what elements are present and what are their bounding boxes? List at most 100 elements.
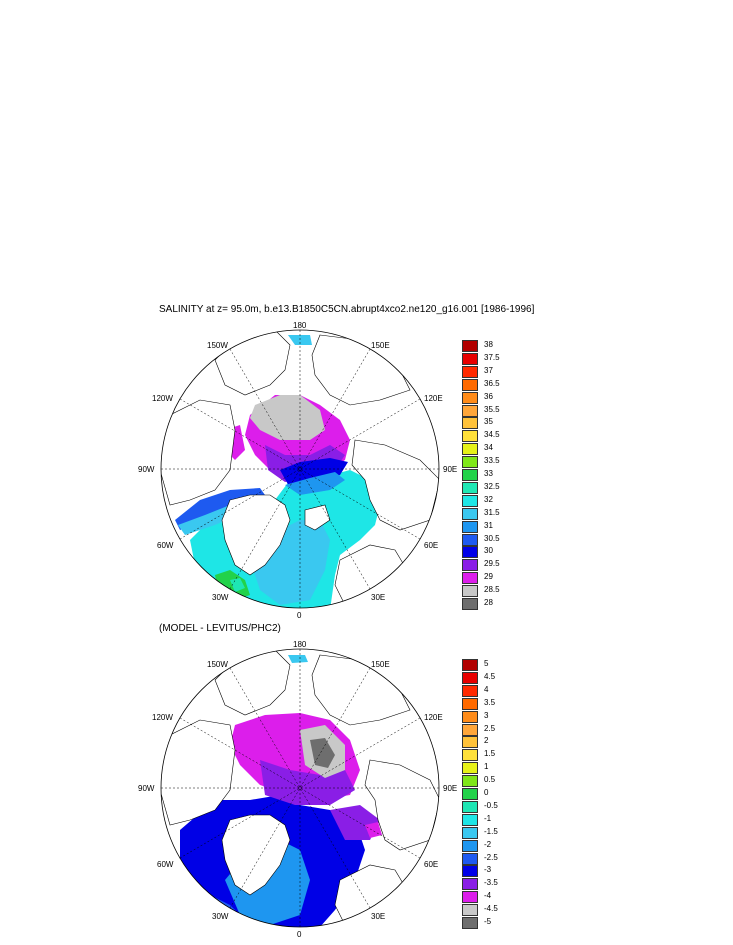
graticule-1 [161,330,439,608]
colorbar-label: 34.5 [484,430,500,440]
colorbar-label: 1 [484,762,489,772]
lon-label-30w: 30W [212,593,229,602]
lon-label-150e: 150E [371,341,390,350]
colorbar-swatch [462,839,478,852]
colorbar-swatch [462,749,478,762]
lon-label-90e: 90E [443,465,458,474]
colorbar-swatch [462,404,478,417]
colorbar-label: -5 [484,917,492,926]
colorbar-label: 36 [484,391,493,401]
colorbar-swatch [462,340,478,352]
lon-label-30w: 30W [212,912,229,921]
lon-label-90e: 90E [443,784,458,793]
colorbar-label: -2 [484,839,492,849]
colorbar-swatch [462,456,478,469]
lon-label-120e: 120E [424,713,443,722]
map-boundary-2 [160,648,440,928]
colorbar-label: 30 [484,546,493,556]
colorbar-label: 35.5 [484,404,500,414]
colorbar-swatch [462,865,478,878]
colorbar-label: -4.5 [484,904,498,914]
colorbar-swatch [462,365,478,378]
colorbar-label: 5 [484,659,489,668]
panel2-title: (MODEL - LEVITUS/PHC2) [159,623,281,634]
colorbar-swatch [462,598,478,610]
colorbar-swatch [462,494,478,507]
colorbar-label: 37 [484,365,493,375]
colorbar-label: 28.5 [484,585,500,595]
colorbar-label: 0.5 [484,775,496,785]
colorbar-swatch [462,671,478,684]
colorbar-swatch [462,697,478,710]
colorbar-swatch [462,904,478,917]
lon-label-0: 0 [297,611,302,620]
colorbar-label: 28 [484,598,493,607]
colorbar-swatch [462,507,478,520]
colorbar-swatch [462,352,478,365]
colorbar-label: 29 [484,572,493,582]
panel1-title: SALINITY at z= 95.0m, b.e13.B1850C5CN.ab… [159,304,535,315]
colorbar-label: 0 [484,788,489,797]
colorbar-label: -1.5 [484,826,498,836]
colorbar-label: 3 [484,710,489,720]
colorbar-swatch [462,826,478,839]
graticule-2 [161,649,439,927]
colorbar-label: 31 [484,520,493,530]
colorbar-swatch [462,878,478,891]
colorbar-swatch [462,430,478,443]
colorbar-swatch [462,762,478,775]
colorbar-label: 32 [484,494,493,504]
colorbar-swatch [462,378,478,391]
colorbar-swatch [462,572,478,585]
lon-label-60w: 60W [157,541,174,550]
lon-label-120w: 120W [152,713,173,722]
salinity-field [161,330,439,608]
lon-label-30e: 30E [371,593,386,602]
colorbar-swatch [462,533,478,546]
colorbar-label: 34 [484,443,493,453]
colorbar-swatch [462,659,478,671]
colorbar-swatch [462,585,478,598]
colorbar-label: 31.5 [484,507,500,517]
colorbar-swatch [462,891,478,904]
colorbar-swatch [462,546,478,559]
colorbar-label: 4.5 [484,671,496,681]
colorbar-swatch [462,520,478,533]
colorbar-label: -3.5 [484,878,498,888]
lon-label-150e: 150E [371,660,390,669]
colorbar-label: -2.5 [484,852,498,862]
colorbar-swatch [462,788,478,800]
colorbar-label: 30.5 [484,533,500,543]
difference-field [161,649,439,927]
colorbar-label: 37.5 [484,352,500,362]
lon-label-150w: 150W [207,660,228,669]
lon-label-90w: 90W [138,784,155,793]
colorbar-swatch [462,800,478,813]
colorbar-label: -4 [484,891,492,901]
colorbar-swatch [462,417,478,430]
colorbar-swatch [462,469,478,481]
colorbar-label: 4 [484,684,489,694]
lon-label-30e: 30E [371,912,386,921]
colorbar-swatch [462,852,478,865]
lon-label-180: 180 [293,640,307,649]
lon-label-120e: 120E [424,394,443,403]
colorbar-label: 36.5 [484,378,500,388]
colorbar-swatch [462,559,478,572]
colorbar-swatch [462,736,478,749]
lon-label-150w: 150W [207,341,228,350]
lon-label-60w: 60W [157,860,174,869]
colorbar-swatch [462,443,478,456]
lon-label-60e: 60E [424,541,439,550]
colorbar-label: 35 [484,417,493,427]
colorbar-label: 33 [484,469,493,478]
colorbar-label: 38 [484,340,493,349]
colorbar-label: 32.5 [484,481,500,491]
colorbar-swatch [462,391,478,404]
colorbar-swatch [462,684,478,697]
colorbar-label: 1.5 [484,749,496,759]
colorbar-swatch [462,775,478,788]
colorbar-swatch [462,481,478,494]
colorbar-label: 2.5 [484,723,496,733]
